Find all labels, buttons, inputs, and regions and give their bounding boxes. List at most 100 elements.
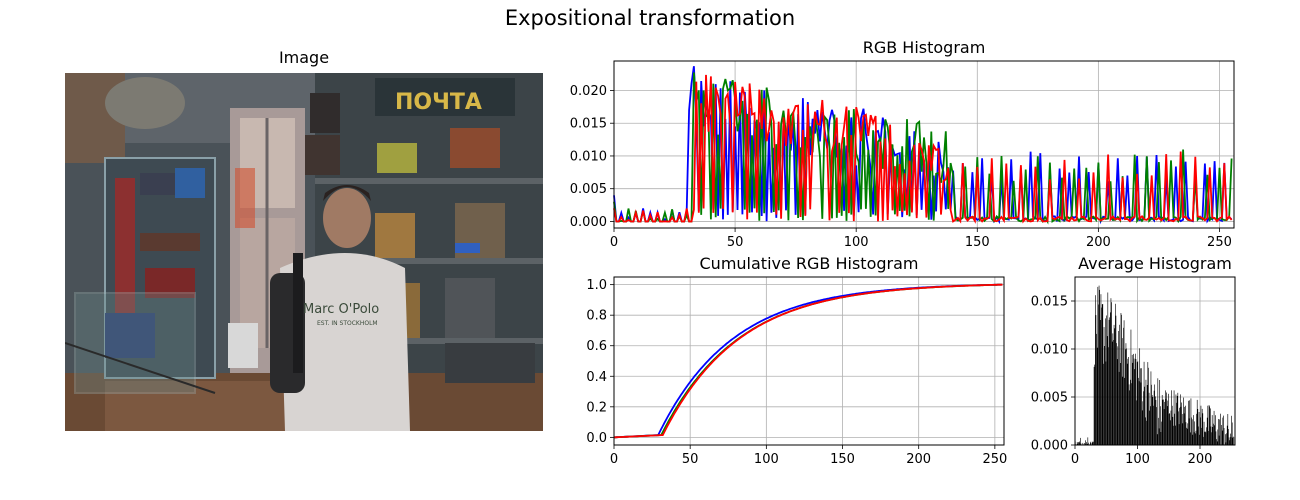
avg-xtick-label: 0 <box>1071 452 1079 467</box>
avg-xtick-label: 100 <box>1125 452 1150 467</box>
avg-bar <box>1132 362 1134 445</box>
avg-bar <box>1165 390 1166 445</box>
rgb-xtick-label: 200 <box>1086 235 1111 250</box>
avg-bar <box>1223 428 1225 445</box>
avg-bar <box>1115 303 1116 445</box>
avg-bar <box>1217 429 1219 445</box>
avg-bar <box>1169 413 1171 445</box>
avg-bar <box>1078 442 1080 445</box>
avg-bar <box>1118 331 1119 445</box>
avg-bar <box>1205 432 1207 445</box>
avg-bar <box>1130 379 1131 445</box>
avg-bar <box>1170 420 1171 445</box>
avg-ytick-label: 0.010 <box>1031 343 1068 358</box>
avg-bar <box>1155 400 1157 445</box>
rgb-histogram-panel: RGB Histogram 0 50 100 150 200 250 0.000 0.005 0.… <box>570 38 1235 250</box>
avg-bar <box>1231 422 1233 445</box>
avg-title: Average Histogram <box>1078 254 1232 273</box>
avg-bar <box>1139 348 1141 445</box>
avg-bar <box>1195 430 1197 445</box>
avg-bar <box>1174 413 1176 445</box>
avg-xtick-label: 200 <box>1188 452 1213 467</box>
avg-bar <box>1080 437 1081 445</box>
avg-bar <box>1160 432 1162 445</box>
rgb-xtick-label: 100 <box>844 235 869 250</box>
avg-bar <box>1105 361 1107 445</box>
avg-bar <box>1215 415 1216 445</box>
avg-bar <box>1137 361 1139 445</box>
cum-xtick-label: 250 <box>982 452 1007 467</box>
avg-bar <box>1165 398 1167 445</box>
avg-bar <box>1082 442 1084 445</box>
avg-bar <box>1107 292 1109 445</box>
avg-bar <box>1206 427 1207 445</box>
avg-bar <box>1178 424 1180 445</box>
avg-ytick-label: 0.005 <box>1031 391 1068 406</box>
avg-bar <box>1134 369 1136 445</box>
avg-bar <box>1200 405 1202 445</box>
avg-bar <box>1171 390 1172 445</box>
cum-xtick-label: 50 <box>682 452 699 467</box>
sweater-text: Marc O'Polo <box>303 302 379 317</box>
rgb-title: RGB Histogram <box>863 38 986 57</box>
avg-bar <box>1198 412 1200 445</box>
avg-bar <box>1108 347 1109 445</box>
avg-bar <box>1080 443 1082 445</box>
avg-bar <box>1158 417 1159 445</box>
avg-bar <box>1182 423 1184 445</box>
avg-bar <box>1075 441 1076 445</box>
avg-bar <box>1177 392 1179 445</box>
avg-bar <box>1159 380 1161 445</box>
avg-bar <box>1221 425 1222 445</box>
avg-bar <box>1153 405 1154 445</box>
avg-bar <box>1172 416 1174 445</box>
avg-bar <box>1143 361 1145 445</box>
avg-ytick-label: 0.000 <box>1031 439 1068 454</box>
avg-bar <box>1186 428 1188 445</box>
cum-series-line <box>613 283 1003 439</box>
avg-bar <box>1183 397 1184 445</box>
avg-bar <box>1126 348 1127 445</box>
avg-bar <box>1087 437 1089 445</box>
avg-bar <box>1229 440 1231 445</box>
avg-bar <box>1211 415 1213 445</box>
avg-bar <box>1149 410 1151 445</box>
avg-bar <box>1213 423 1214 445</box>
avg-bar <box>1154 384 1156 445</box>
avg-bar <box>1141 410 1143 445</box>
avg-bar <box>1118 371 1120 445</box>
avg-bar <box>1226 425 1228 445</box>
avg-bar <box>1145 379 1147 445</box>
avg-bar <box>1201 427 1202 445</box>
avg-bar <box>1075 444 1077 445</box>
avg-bar <box>1110 298 1112 445</box>
avg-bar <box>1158 428 1160 445</box>
rgb-frame <box>613 60 1235 229</box>
avg-bar <box>1227 414 1229 445</box>
avg-bar <box>1096 333 1097 445</box>
avg-bar <box>1112 333 1114 445</box>
avg-bar <box>1216 441 1218 445</box>
avg-bar <box>1090 441 1091 445</box>
avg-bar <box>1156 407 1157 445</box>
rgb-series-line <box>613 72 1233 225</box>
avg-bar <box>1170 410 1172 445</box>
avg-bar <box>1196 399 1198 445</box>
cum-xtick-label: 0 <box>610 452 618 467</box>
avg-bar <box>1168 414 1170 445</box>
avg-bar <box>1116 343 1117 445</box>
avg-bar <box>1202 413 1204 445</box>
avg-bar <box>1207 405 1209 445</box>
avg-bar <box>1122 376 1124 445</box>
avg-bar <box>1110 312 1111 445</box>
avg-bar <box>1176 396 1178 445</box>
figure-title: Expositional transformation <box>504 6 796 30</box>
avg-bar <box>1225 442 1227 445</box>
avg-bar <box>1205 431 1206 445</box>
avg-bar <box>1162 399 1164 445</box>
avg-bar <box>1193 415 1194 445</box>
avg-bar <box>1129 390 1131 445</box>
avg-bar <box>1125 349 1126 445</box>
avg-bar <box>1101 304 1103 445</box>
cumulative-histogram-panel: Cumulative RGB Histogram 0 50 100 150 200 250 0… <box>586 254 1007 467</box>
